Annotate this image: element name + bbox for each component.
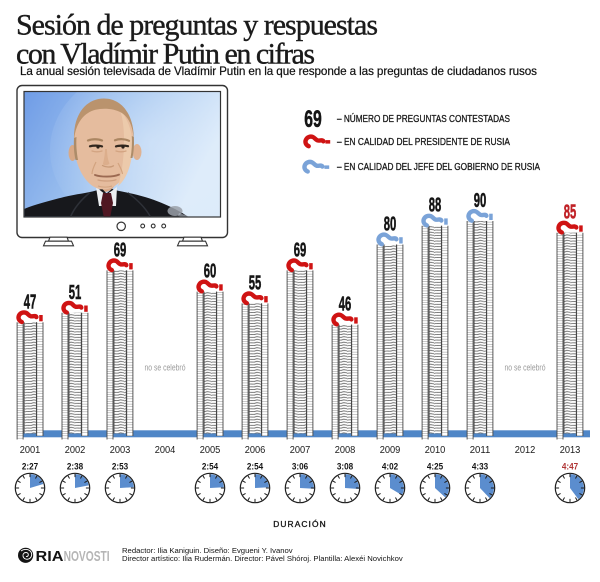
svg-text:2011: 2011 (470, 445, 491, 456)
svg-text:con Vladímir Putin en cifras: con Vladímir Putin en cifras (16, 37, 315, 70)
svg-text:4:25: 4:25 (427, 461, 443, 472)
svg-text:2006: 2006 (245, 445, 266, 456)
svg-text:Sesión de preguntas y respuest: Sesión de preguntas y respuestas (16, 8, 378, 41)
svg-text:90: 90 (474, 190, 487, 212)
svg-text:– EN CALIDAD DEL JEFE DEL GOBI: – EN CALIDAD DEL JEFE DEL GOBIERNO DE RU… (337, 162, 540, 173)
svg-text:NOVOSTI: NOVOSTI (64, 549, 110, 565)
svg-text:– NÚMERO DE PREGUNTAS CONTESTA: – NÚMERO DE PREGUNTAS CONTESTADAS (337, 112, 510, 125)
svg-text:2009: 2009 (380, 445, 401, 456)
svg-text:55: 55 (249, 272, 262, 294)
svg-text:Director artístico: Ilia Ruder: Director artístico: Ilia Rudermán. Direc… (122, 554, 403, 563)
svg-text:2012: 2012 (515, 445, 536, 456)
svg-text:2:54: 2:54 (247, 461, 264, 472)
svg-text:2005: 2005 (200, 445, 221, 456)
svg-text:La anual sesión televisada de: La anual sesión televisada de Vladímir P… (20, 65, 537, 78)
svg-text:60: 60 (204, 261, 217, 283)
svg-text:2013: 2013 (560, 445, 581, 456)
svg-text:2007: 2007 (290, 445, 311, 456)
svg-text:4:47: 4:47 (562, 461, 578, 472)
svg-text:2002: 2002 (65, 445, 86, 456)
svg-text:2:54: 2:54 (202, 461, 219, 472)
svg-text:2:38: 2:38 (67, 461, 83, 472)
svg-text:– EN CALIDAD DEL PRESIDENTE DE: – EN CALIDAD DEL PRESIDENTE DE RUSIA (337, 137, 510, 148)
svg-text:69: 69 (304, 106, 322, 133)
svg-text:47: 47 (24, 291, 37, 313)
svg-text:2003: 2003 (110, 445, 131, 456)
svg-text:85: 85 (564, 202, 577, 224)
svg-text:4:02: 4:02 (382, 461, 398, 472)
svg-text:RIA: RIA (36, 549, 65, 565)
svg-text:51: 51 (69, 282, 82, 304)
svg-text:4:33: 4:33 (472, 461, 488, 472)
svg-text:2008: 2008 (335, 445, 356, 456)
svg-text:88: 88 (429, 195, 442, 217)
svg-text:2001: 2001 (20, 445, 41, 456)
svg-text:Redactor: Ilia Kaniguin. Diseñ: Redactor: Ilia Kaniguin. Diseño: Evgueni… (122, 546, 293, 555)
svg-text:3:08: 3:08 (337, 461, 353, 472)
svg-text:80: 80 (384, 214, 397, 236)
svg-text:2004: 2004 (155, 445, 176, 456)
svg-text:69: 69 (294, 239, 307, 261)
svg-text:DURACIÓN: DURACIÓN (273, 519, 326, 529)
svg-text:3:06: 3:06 (292, 461, 308, 472)
svg-text:69: 69 (114, 239, 127, 261)
svg-text:2010: 2010 (425, 445, 446, 456)
svg-text:no se celebró: no se celebró (145, 363, 186, 373)
svg-text:2:53: 2:53 (112, 461, 128, 472)
svg-text:2:27: 2:27 (22, 461, 38, 472)
svg-text:no se celebró: no se celebró (505, 363, 546, 373)
svg-text:46: 46 (339, 294, 352, 316)
